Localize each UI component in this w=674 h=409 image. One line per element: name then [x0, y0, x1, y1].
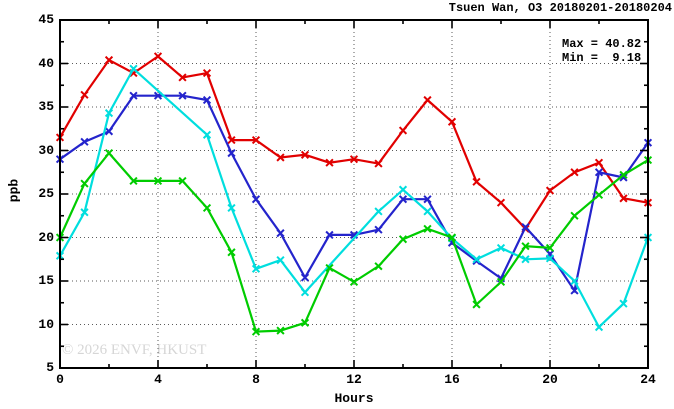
- x-tick-label: 20: [542, 372, 558, 387]
- series-blue-markers: [55, 91, 653, 295]
- x-tick-label: 16: [444, 372, 460, 387]
- x-tick-label: 8: [252, 372, 260, 387]
- max-value: Max = 40.82: [562, 37, 642, 51]
- watermark: © 2026 ENVF, HKUST: [62, 342, 207, 358]
- series-cyan-markers: [55, 64, 653, 332]
- y-tick-label: 5: [46, 360, 54, 375]
- y-tick-label: 45: [38, 12, 54, 27]
- chart-title: Tsuen Wan, O3 20180201-20180204: [448, 1, 672, 15]
- gridlines: [60, 20, 648, 368]
- x-tick-label: 12: [346, 372, 362, 387]
- series-green-markers: [55, 149, 653, 336]
- x-tick-label: 24: [640, 372, 656, 387]
- min-value: Min = 9.18: [562, 51, 642, 65]
- series-cyan: [55, 64, 653, 332]
- series-blue: [55, 91, 653, 295]
- x-tick-label: 0: [56, 372, 64, 387]
- x-axis-label: Hours: [334, 391, 374, 406]
- y-tick-label: 30: [38, 142, 54, 158]
- y-tick-label: 10: [38, 316, 54, 332]
- axis-ticks: [59, 19, 649, 369]
- max-min-stats: Max = 40.82 Min = 9.18: [562, 37, 641, 65]
- y-tick-label: 15: [38, 273, 54, 288]
- x-tick-label: 4: [154, 372, 162, 387]
- y-tick-label: 40: [38, 55, 54, 71]
- y-tick-label: 20: [38, 229, 54, 245]
- y-tick-label: 35: [38, 99, 54, 114]
- y-tick-label: 25: [38, 186, 54, 201]
- series-green: [55, 149, 653, 336]
